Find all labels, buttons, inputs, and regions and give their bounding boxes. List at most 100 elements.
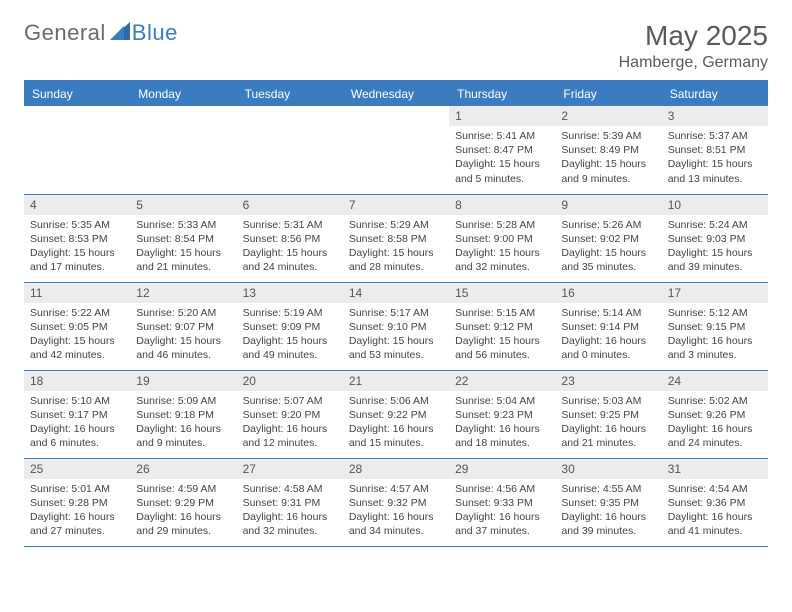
day-info: Sunrise: 5:15 AMSunset: 9:12 PMDaylight:… [449, 303, 555, 367]
calendar-body: 1Sunrise: 5:41 AMSunset: 8:47 PMDaylight… [24, 106, 768, 546]
day-number: 9 [555, 195, 661, 215]
calendar-day-cell: 2Sunrise: 5:39 AMSunset: 8:49 PMDaylight… [555, 106, 661, 194]
calendar-day-cell: 19Sunrise: 5:09 AMSunset: 9:18 PMDayligh… [130, 370, 236, 458]
calendar-day-cell: 7Sunrise: 5:29 AMSunset: 8:58 PMDaylight… [343, 194, 449, 282]
calendar-empty-cell [343, 106, 449, 194]
calendar-day-cell: 1Sunrise: 5:41 AMSunset: 8:47 PMDaylight… [449, 106, 555, 194]
day-info: Sunrise: 4:58 AMSunset: 9:31 PMDaylight:… [237, 479, 343, 543]
day-number: 22 [449, 371, 555, 391]
day-number: 10 [662, 195, 768, 215]
day-number: 5 [130, 195, 236, 215]
day-info: Sunrise: 5:37 AMSunset: 8:51 PMDaylight:… [662, 126, 768, 190]
day-info: Sunrise: 5:31 AMSunset: 8:56 PMDaylight:… [237, 215, 343, 279]
day-number: 4 [24, 195, 130, 215]
day-number: 19 [130, 371, 236, 391]
calendar-day-cell: 10Sunrise: 5:24 AMSunset: 9:03 PMDayligh… [662, 194, 768, 282]
calendar-day-cell: 22Sunrise: 5:04 AMSunset: 9:23 PMDayligh… [449, 370, 555, 458]
weekday-header-row: SundayMondayTuesdayWednesdayThursdayFrid… [24, 81, 768, 106]
calendar-empty-cell [130, 106, 236, 194]
calendar-day-cell: 21Sunrise: 5:06 AMSunset: 9:22 PMDayligh… [343, 370, 449, 458]
weekday-header: Saturday [662, 81, 768, 106]
day-info: Sunrise: 5:14 AMSunset: 9:14 PMDaylight:… [555, 303, 661, 367]
day-number: 13 [237, 283, 343, 303]
day-info: Sunrise: 5:10 AMSunset: 9:17 PMDaylight:… [24, 391, 130, 455]
day-number: 6 [237, 195, 343, 215]
day-info: Sunrise: 4:59 AMSunset: 9:29 PMDaylight:… [130, 479, 236, 543]
day-info: Sunrise: 5:41 AMSunset: 8:47 PMDaylight:… [449, 126, 555, 190]
day-info: Sunrise: 4:57 AMSunset: 9:32 PMDaylight:… [343, 479, 449, 543]
day-info: Sunrise: 5:04 AMSunset: 9:23 PMDaylight:… [449, 391, 555, 455]
calendar-day-cell: 16Sunrise: 5:14 AMSunset: 9:14 PMDayligh… [555, 282, 661, 370]
day-number: 25 [24, 459, 130, 479]
calendar-day-cell: 18Sunrise: 5:10 AMSunset: 9:17 PMDayligh… [24, 370, 130, 458]
calendar-week-row: 1Sunrise: 5:41 AMSunset: 8:47 PMDaylight… [24, 106, 768, 194]
month-title: May 2025 [619, 20, 768, 52]
day-number: 16 [555, 283, 661, 303]
day-info: Sunrise: 5:33 AMSunset: 8:54 PMDaylight:… [130, 215, 236, 279]
weekday-header: Wednesday [343, 81, 449, 106]
day-info: Sunrise: 5:03 AMSunset: 9:25 PMDaylight:… [555, 391, 661, 455]
weekday-header: Monday [130, 81, 236, 106]
calendar-week-row: 11Sunrise: 5:22 AMSunset: 9:05 PMDayligh… [24, 282, 768, 370]
day-number: 17 [662, 283, 768, 303]
calendar-day-cell: 3Sunrise: 5:37 AMSunset: 8:51 PMDaylight… [662, 106, 768, 194]
calendar-day-cell: 20Sunrise: 5:07 AMSunset: 9:20 PMDayligh… [237, 370, 343, 458]
calendar-day-cell: 24Sunrise: 5:02 AMSunset: 9:26 PMDayligh… [662, 370, 768, 458]
day-number: 14 [343, 283, 449, 303]
calendar-week-row: 4Sunrise: 5:35 AMSunset: 8:53 PMDaylight… [24, 194, 768, 282]
brand-part1: General [24, 20, 106, 46]
calendar-table: SundayMondayTuesdayWednesdayThursdayFrid… [24, 80, 768, 547]
calendar-day-cell: 6Sunrise: 5:31 AMSunset: 8:56 PMDaylight… [237, 194, 343, 282]
day-number: 11 [24, 283, 130, 303]
calendar-day-cell: 25Sunrise: 5:01 AMSunset: 9:28 PMDayligh… [24, 458, 130, 546]
calendar-week-row: 18Sunrise: 5:10 AMSunset: 9:17 PMDayligh… [24, 370, 768, 458]
day-number: 28 [343, 459, 449, 479]
calendar-day-cell: 14Sunrise: 5:17 AMSunset: 9:10 PMDayligh… [343, 282, 449, 370]
weekday-header: Friday [555, 81, 661, 106]
day-number: 23 [555, 371, 661, 391]
day-number: 3 [662, 106, 768, 126]
day-number: 30 [555, 459, 661, 479]
day-info: Sunrise: 4:55 AMSunset: 9:35 PMDaylight:… [555, 479, 661, 543]
day-number: 24 [662, 371, 768, 391]
day-info: Sunrise: 5:01 AMSunset: 9:28 PMDaylight:… [24, 479, 130, 543]
day-number: 15 [449, 283, 555, 303]
calendar-day-cell: 4Sunrise: 5:35 AMSunset: 8:53 PMDaylight… [24, 194, 130, 282]
day-info: Sunrise: 5:09 AMSunset: 9:18 PMDaylight:… [130, 391, 236, 455]
day-info: Sunrise: 4:54 AMSunset: 9:36 PMDaylight:… [662, 479, 768, 543]
calendar-day-cell: 28Sunrise: 4:57 AMSunset: 9:32 PMDayligh… [343, 458, 449, 546]
calendar-day-cell: 11Sunrise: 5:22 AMSunset: 9:05 PMDayligh… [24, 282, 130, 370]
brand-sail-icon [110, 22, 130, 45]
day-number: 18 [24, 371, 130, 391]
day-info: Sunrise: 4:56 AMSunset: 9:33 PMDaylight:… [449, 479, 555, 543]
day-info: Sunrise: 5:35 AMSunset: 8:53 PMDaylight:… [24, 215, 130, 279]
title-block: May 2025 Hamberge, Germany [619, 20, 768, 72]
calendar-day-cell: 9Sunrise: 5:26 AMSunset: 9:02 PMDaylight… [555, 194, 661, 282]
calendar-day-cell: 13Sunrise: 5:19 AMSunset: 9:09 PMDayligh… [237, 282, 343, 370]
calendar-day-cell: 23Sunrise: 5:03 AMSunset: 9:25 PMDayligh… [555, 370, 661, 458]
calendar-day-cell: 12Sunrise: 5:20 AMSunset: 9:07 PMDayligh… [130, 282, 236, 370]
day-info: Sunrise: 5:07 AMSunset: 9:20 PMDaylight:… [237, 391, 343, 455]
calendar-day-cell: 15Sunrise: 5:15 AMSunset: 9:12 PMDayligh… [449, 282, 555, 370]
calendar-day-cell: 31Sunrise: 4:54 AMSunset: 9:36 PMDayligh… [662, 458, 768, 546]
day-number: 7 [343, 195, 449, 215]
page-header: General Blue May 2025 Hamberge, Germany [24, 20, 768, 72]
calendar-day-cell: 29Sunrise: 4:56 AMSunset: 9:33 PMDayligh… [449, 458, 555, 546]
weekday-header: Thursday [449, 81, 555, 106]
day-info: Sunrise: 5:26 AMSunset: 9:02 PMDaylight:… [555, 215, 661, 279]
day-info: Sunrise: 5:28 AMSunset: 9:00 PMDaylight:… [449, 215, 555, 279]
day-number: 29 [449, 459, 555, 479]
day-number: 21 [343, 371, 449, 391]
calendar-day-cell: 30Sunrise: 4:55 AMSunset: 9:35 PMDayligh… [555, 458, 661, 546]
day-number: 27 [237, 459, 343, 479]
calendar-day-cell: 17Sunrise: 5:12 AMSunset: 9:15 PMDayligh… [662, 282, 768, 370]
day-info: Sunrise: 5:29 AMSunset: 8:58 PMDaylight:… [343, 215, 449, 279]
weekday-header: Sunday [24, 81, 130, 106]
day-info: Sunrise: 5:24 AMSunset: 9:03 PMDaylight:… [662, 215, 768, 279]
calendar-day-cell: 5Sunrise: 5:33 AMSunset: 8:54 PMDaylight… [130, 194, 236, 282]
day-info: Sunrise: 5:06 AMSunset: 9:22 PMDaylight:… [343, 391, 449, 455]
brand-logo: General Blue [24, 20, 178, 46]
day-number: 26 [130, 459, 236, 479]
day-number: 2 [555, 106, 661, 126]
day-info: Sunrise: 5:12 AMSunset: 9:15 PMDaylight:… [662, 303, 768, 367]
